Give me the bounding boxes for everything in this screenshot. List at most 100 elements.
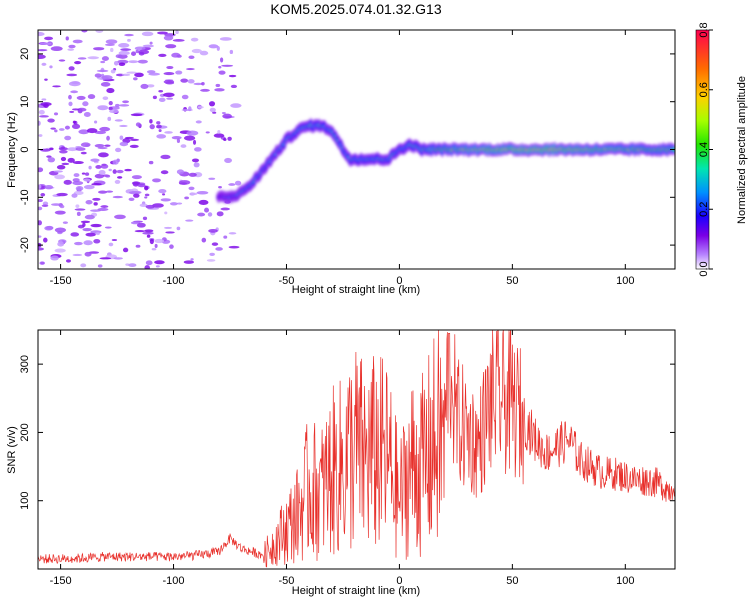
noise-blob — [44, 185, 54, 190]
noise-blob — [50, 127, 56, 130]
noise-blob — [108, 242, 114, 247]
noise-blob — [120, 48, 132, 51]
noise-blob — [49, 65, 53, 69]
noise-blob — [118, 62, 126, 66]
noise-blob — [83, 178, 91, 182]
snr-x-tick-label: -150 — [50, 575, 72, 587]
snr-y-ticks: 100 200 300 — [19, 355, 675, 510]
noise-blob — [62, 221, 68, 224]
noise-blob — [78, 129, 90, 135]
noise-blob — [163, 35, 174, 41]
noise-blob — [116, 169, 124, 174]
noise-blob — [97, 264, 103, 268]
noise-blob — [54, 227, 67, 233]
noise-blob — [44, 36, 54, 41]
noise-blob — [201, 237, 207, 243]
noise-blob — [105, 174, 111, 178]
noise-blob — [47, 157, 56, 163]
noise-blob — [197, 212, 206, 217]
spectrogram-y-tick-label: 0 — [19, 146, 31, 152]
noise-blob — [41, 98, 47, 101]
noise-blob — [144, 193, 150, 197]
noise-blob — [149, 238, 154, 245]
snr-frame — [37, 329, 676, 570]
noise-blob — [180, 78, 189, 83]
noise-blob — [149, 41, 153, 45]
noise-blob — [39, 42, 52, 45]
noise-blob — [39, 261, 45, 265]
noise-blob — [49, 147, 54, 151]
noise-blob — [113, 61, 119, 66]
noise-blob — [94, 130, 107, 135]
noise-blob — [134, 72, 144, 78]
noise-blob — [230, 84, 238, 89]
noise-blob — [208, 44, 219, 49]
noise-blob — [133, 193, 140, 198]
noise-blob — [101, 73, 105, 77]
noise-blob — [38, 31, 45, 37]
noise-blob — [115, 147, 122, 153]
noise-blob — [149, 119, 153, 124]
noise-blob — [211, 242, 219, 246]
noise-blob — [38, 109, 45, 115]
colorbar: 0.0 0.2 0.4 0.6 0.8 Normalized spectral ampl… — [695, 22, 748, 277]
noise-blob — [54, 210, 66, 215]
noise-blob — [206, 259, 216, 262]
noise-blob — [96, 69, 109, 73]
noise-blob — [176, 226, 181, 231]
noise-blob — [71, 193, 78, 198]
noise-blob — [40, 192, 46, 197]
noise-blob — [41, 62, 47, 66]
noise-blob — [72, 253, 83, 257]
noise-blob — [114, 119, 123, 122]
noise-blob — [90, 158, 100, 162]
noise-blob — [230, 103, 242, 108]
noise-blob — [56, 192, 68, 197]
noise-blob — [75, 186, 84, 191]
noise-blob — [66, 73, 78, 77]
noise-blob — [171, 136, 182, 140]
noise-blob — [196, 190, 209, 195]
noise-blob — [218, 70, 226, 75]
noise-blob — [68, 81, 81, 87]
noise-blob — [117, 176, 123, 179]
spectrogram-track — [215, 117, 675, 205]
noise-blob — [131, 175, 142, 180]
noise-blob — [216, 46, 220, 51]
noise-blob — [129, 138, 140, 141]
noise-blob — [74, 60, 82, 65]
noise-blob — [142, 231, 154, 235]
noise-blob — [47, 118, 55, 123]
noise-blob — [108, 100, 113, 106]
noise-blob — [128, 263, 137, 268]
noise-blob — [71, 123, 81, 129]
snr-x-ticks: -150 -100 -50 0 50 100 — [50, 330, 634, 587]
noise-blob — [75, 147, 86, 151]
noise-blob — [74, 208, 86, 211]
noise-blob — [46, 155, 52, 158]
noise-blob — [134, 46, 146, 51]
noise-blob — [73, 173, 80, 178]
noise-blob — [158, 89, 164, 93]
noise-blob — [221, 64, 234, 67]
noise-blob — [130, 221, 141, 225]
noise-blob — [122, 247, 129, 253]
snr-panel: -150 -100 -50 0 50 100 100 200 300 Height of st… — [6, 329, 676, 597]
noise-blob — [68, 101, 73, 107]
noise-blob — [212, 111, 217, 114]
noise-blob — [101, 56, 109, 61]
noise-blob — [63, 179, 72, 185]
noise-blob — [198, 199, 209, 205]
noise-blob — [99, 126, 111, 132]
noise-blob — [158, 53, 167, 57]
noise-blob — [112, 195, 123, 199]
spectrogram-x-tick-label: 50 — [506, 275, 518, 287]
colorbar-ticks: 0.0 0.2 0.4 0.6 0.8 — [698, 22, 713, 277]
noise-blob — [169, 244, 174, 249]
noise-blob — [65, 36, 69, 41]
noise-blob — [39, 115, 49, 118]
noise-blob — [38, 206, 43, 211]
noise-blob — [126, 71, 138, 74]
noise-blob — [118, 43, 130, 48]
